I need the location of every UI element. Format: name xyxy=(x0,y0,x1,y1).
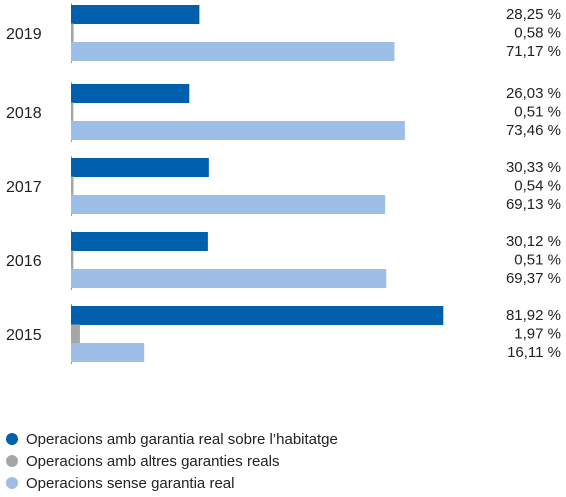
legend-swatch-2 xyxy=(6,477,18,489)
bar xyxy=(71,102,74,122)
bar xyxy=(71,343,145,362)
data-label: 73,46 % xyxy=(506,122,561,139)
category-label: 2019 xyxy=(6,26,42,43)
legend-label-0: Operacions amb garantia real sobre l’hab… xyxy=(26,430,338,448)
legend-item: Operacions amb garantia real sobre l’hab… xyxy=(6,428,338,450)
legend: Operacions amb garantia real sobre l’hab… xyxy=(6,428,338,494)
bar xyxy=(71,269,387,288)
bar xyxy=(71,250,74,270)
data-label: 16,11 % xyxy=(507,344,561,361)
data-label: 69,37 % xyxy=(506,270,561,287)
data-label: 81,92 % xyxy=(506,307,561,324)
category-label: 2016 xyxy=(6,253,42,270)
data-label: 0,51 % xyxy=(514,252,561,269)
legend-item: Operacions amb altres garanties reals xyxy=(6,450,338,472)
legend-label-1: Operacions amb altres garanties reals xyxy=(26,452,280,470)
bar xyxy=(71,23,74,43)
bar xyxy=(71,84,190,103)
data-label: 30,33 % xyxy=(506,159,561,176)
data-label: 71,17 % xyxy=(506,43,561,60)
bar-chart: 2019 28,25 % 0,58 %71,17 % 2018 26,03 % 0,51 … xyxy=(6,3,561,364)
legend-swatch-1 xyxy=(6,455,18,467)
data-label: 30,12 % xyxy=(506,233,561,250)
bar xyxy=(71,195,386,214)
data-label: 28,25 % xyxy=(506,6,561,23)
data-label: 0,58 % xyxy=(514,25,561,42)
data-label: 69,13 % xyxy=(506,196,561,213)
data-label: 26,03 % xyxy=(506,85,561,102)
category-label: 2018 xyxy=(6,105,42,122)
data-label: 1,97 % xyxy=(514,326,561,343)
bar xyxy=(71,5,200,24)
legend-item: Operacions sense garantia real xyxy=(6,472,338,494)
bar xyxy=(71,121,405,140)
bar xyxy=(71,176,74,196)
category-label: 2017 xyxy=(6,179,42,196)
bar xyxy=(71,232,208,251)
legend-swatch-0 xyxy=(6,433,18,445)
bar xyxy=(71,42,395,61)
bar xyxy=(71,324,80,344)
bar xyxy=(71,158,209,177)
bar xyxy=(71,306,444,325)
data-label: 0,51 % xyxy=(514,104,561,121)
category-label: 2015 xyxy=(6,327,42,344)
legend-label-2: Operacions sense garantia real xyxy=(26,474,235,492)
data-label: 0,54 % xyxy=(514,178,561,195)
